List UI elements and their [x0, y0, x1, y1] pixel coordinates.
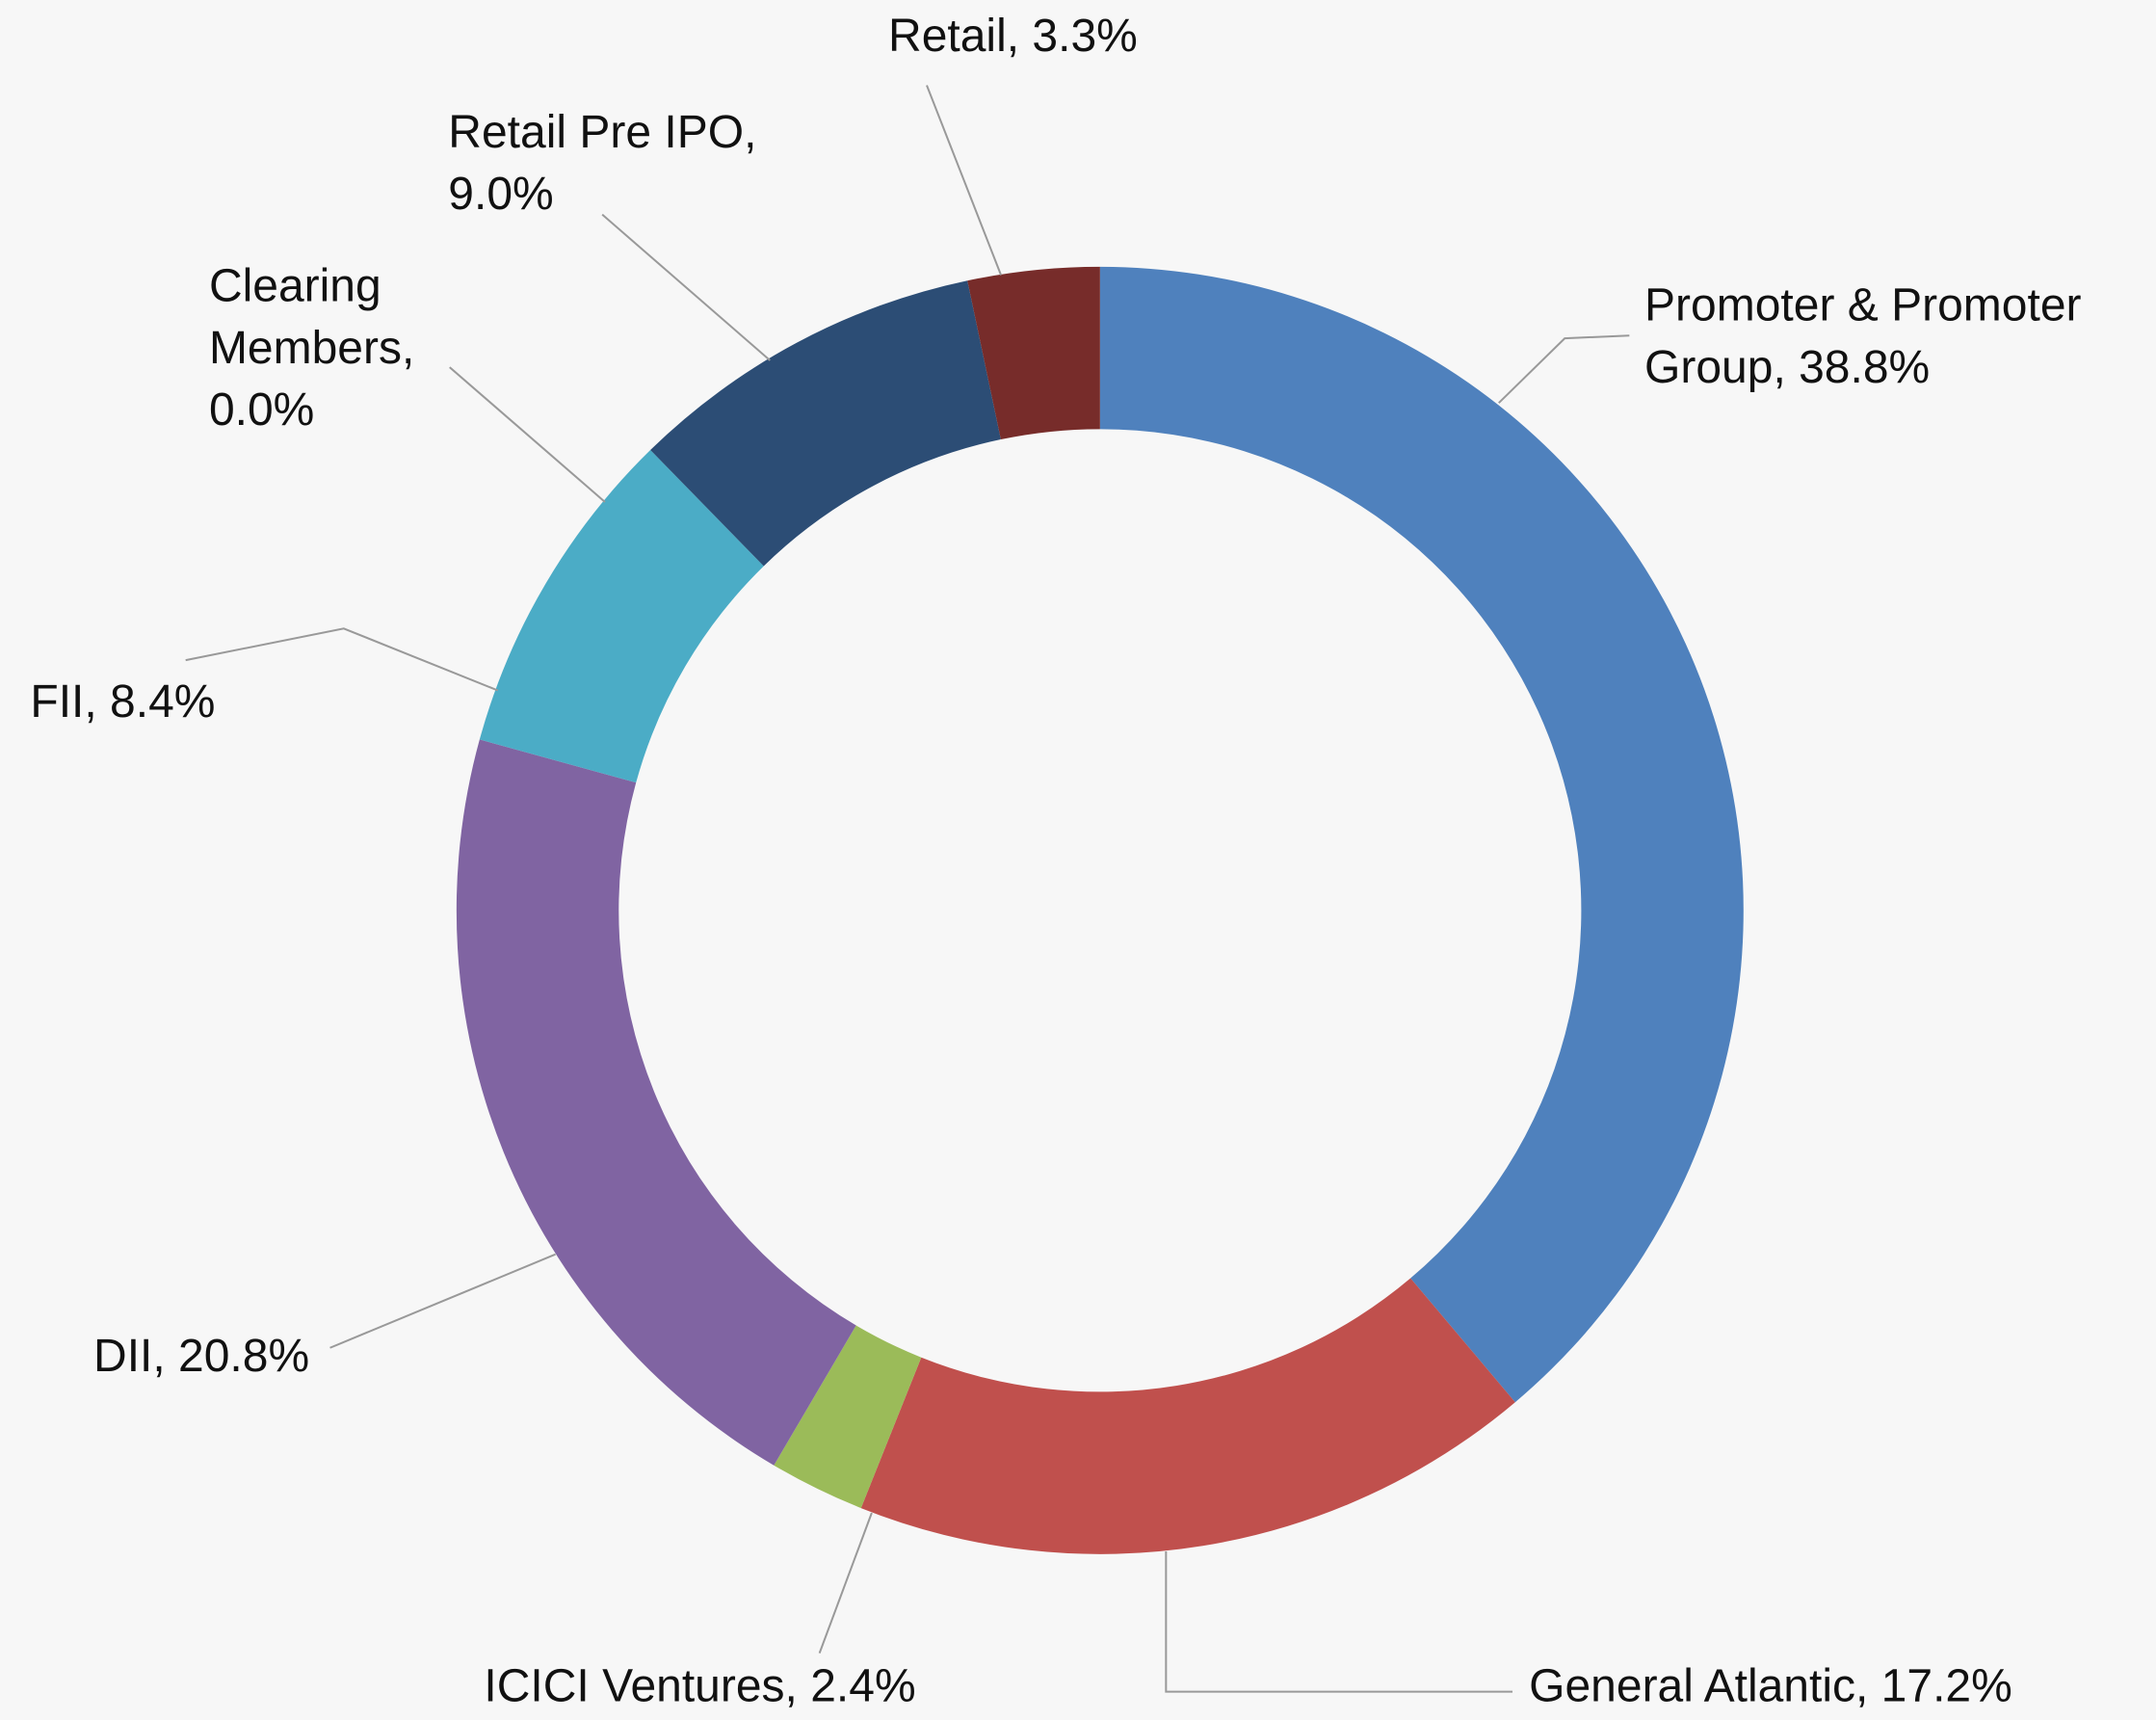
- data-label: Clearing Members, 0.0%: [209, 260, 414, 435]
- donut-slice: [456, 739, 856, 1466]
- data-label-line: Group, 38.8%: [1644, 342, 1930, 393]
- data-label: General Atlantic, 17.2%: [1529, 1660, 2012, 1711]
- donut-slice: [479, 450, 764, 783]
- data-label-line: FII, 8.4%: [30, 675, 215, 727]
- data-label-line: Clearing: [209, 260, 381, 311]
- data-label-line: General Atlantic, 17.2%: [1529, 1660, 2012, 1711]
- leader-line: [926, 85, 1003, 276]
- leader-line: [449, 366, 606, 503]
- data-label-line: Members,: [209, 323, 414, 374]
- donut-slice: [860, 1278, 1515, 1554]
- data-label: Retail, 3.3%: [888, 11, 1138, 62]
- data-label-line: Retail Pre IPO,: [448, 107, 756, 158]
- leader-line: [1498, 334, 1630, 404]
- data-label: ICICI Ventures, 2.4%: [484, 1660, 915, 1711]
- leader-line: [601, 213, 771, 361]
- donut-slice: [967, 266, 1100, 440]
- donut-slice: [650, 280, 1001, 567]
- donut-slice: [1099, 266, 1744, 1403]
- leader-line: [1165, 1550, 1513, 1693]
- data-label: DII, 20.8%: [93, 1331, 309, 1382]
- data-label: Promoter & Promoter Group, 38.8%: [1644, 279, 2081, 392]
- data-label: FII, 8.4%: [30, 675, 215, 727]
- data-label-line: ICICI Ventures, 2.4%: [484, 1660, 915, 1711]
- leader-line: [185, 627, 499, 692]
- data-label-line: 0.0%: [209, 384, 314, 436]
- data-label: Retail Pre IPO, 9.0%: [448, 107, 756, 220]
- data-label-line: Retail, 3.3%: [888, 11, 1138, 62]
- data-label-line: 9.0%: [448, 169, 553, 220]
- donut-slice: [774, 1325, 922, 1509]
- leader-line: [329, 1253, 557, 1349]
- data-label-line: DII, 20.8%: [93, 1331, 309, 1382]
- leader-line: [818, 1512, 873, 1654]
- data-label-line: Promoter & Promoter: [1644, 279, 2081, 331]
